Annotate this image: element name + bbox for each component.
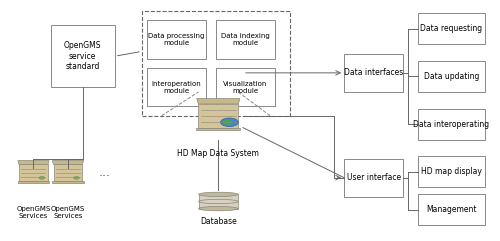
Polygon shape — [196, 99, 240, 104]
Text: Data interoperating: Data interoperating — [413, 120, 490, 128]
Text: Visualization
module: Visualization module — [224, 81, 268, 94]
Text: Data processing
module: Data processing module — [148, 33, 204, 46]
Text: HD Map Data System: HD Map Data System — [178, 149, 260, 158]
Circle shape — [39, 176, 45, 179]
Text: Data updating: Data updating — [424, 72, 479, 81]
Text: HD map display: HD map display — [421, 167, 482, 176]
Circle shape — [74, 176, 80, 179]
FancyBboxPatch shape — [147, 68, 206, 106]
FancyBboxPatch shape — [418, 109, 484, 140]
Text: Data interfaces: Data interfaces — [344, 68, 404, 77]
Polygon shape — [18, 161, 49, 164]
Polygon shape — [52, 161, 84, 164]
FancyBboxPatch shape — [216, 20, 275, 59]
FancyBboxPatch shape — [344, 159, 403, 197]
Text: Data requesting: Data requesting — [420, 24, 482, 33]
Text: OpenGMS
service
standard: OpenGMS service standard — [64, 41, 102, 71]
FancyBboxPatch shape — [344, 54, 403, 92]
Bar — [52, 181, 84, 183]
FancyBboxPatch shape — [142, 11, 290, 116]
Circle shape — [220, 118, 238, 127]
Bar — [198, 104, 238, 127]
FancyBboxPatch shape — [216, 68, 275, 106]
Bar — [19, 164, 48, 181]
FancyBboxPatch shape — [418, 13, 484, 44]
Bar — [198, 194, 238, 209]
Bar — [18, 181, 50, 183]
Text: Database: Database — [200, 217, 236, 226]
Text: Management: Management — [426, 205, 476, 214]
FancyBboxPatch shape — [418, 61, 484, 92]
Text: Interoperation
module: Interoperation module — [152, 81, 202, 94]
FancyBboxPatch shape — [147, 20, 206, 59]
Text: OpenGMS
Services: OpenGMS Services — [16, 206, 50, 219]
Circle shape — [222, 120, 232, 125]
Bar — [54, 164, 82, 181]
Text: Data indexing
module: Data indexing module — [221, 33, 270, 46]
Text: OpenGMS
Services: OpenGMS Services — [51, 206, 85, 219]
Ellipse shape — [198, 192, 238, 196]
Text: User interface: User interface — [346, 173, 401, 182]
FancyBboxPatch shape — [418, 194, 484, 225]
FancyBboxPatch shape — [50, 25, 115, 87]
Ellipse shape — [198, 207, 238, 211]
FancyBboxPatch shape — [418, 156, 484, 187]
Text: ...: ... — [99, 166, 111, 179]
Bar — [196, 127, 240, 130]
